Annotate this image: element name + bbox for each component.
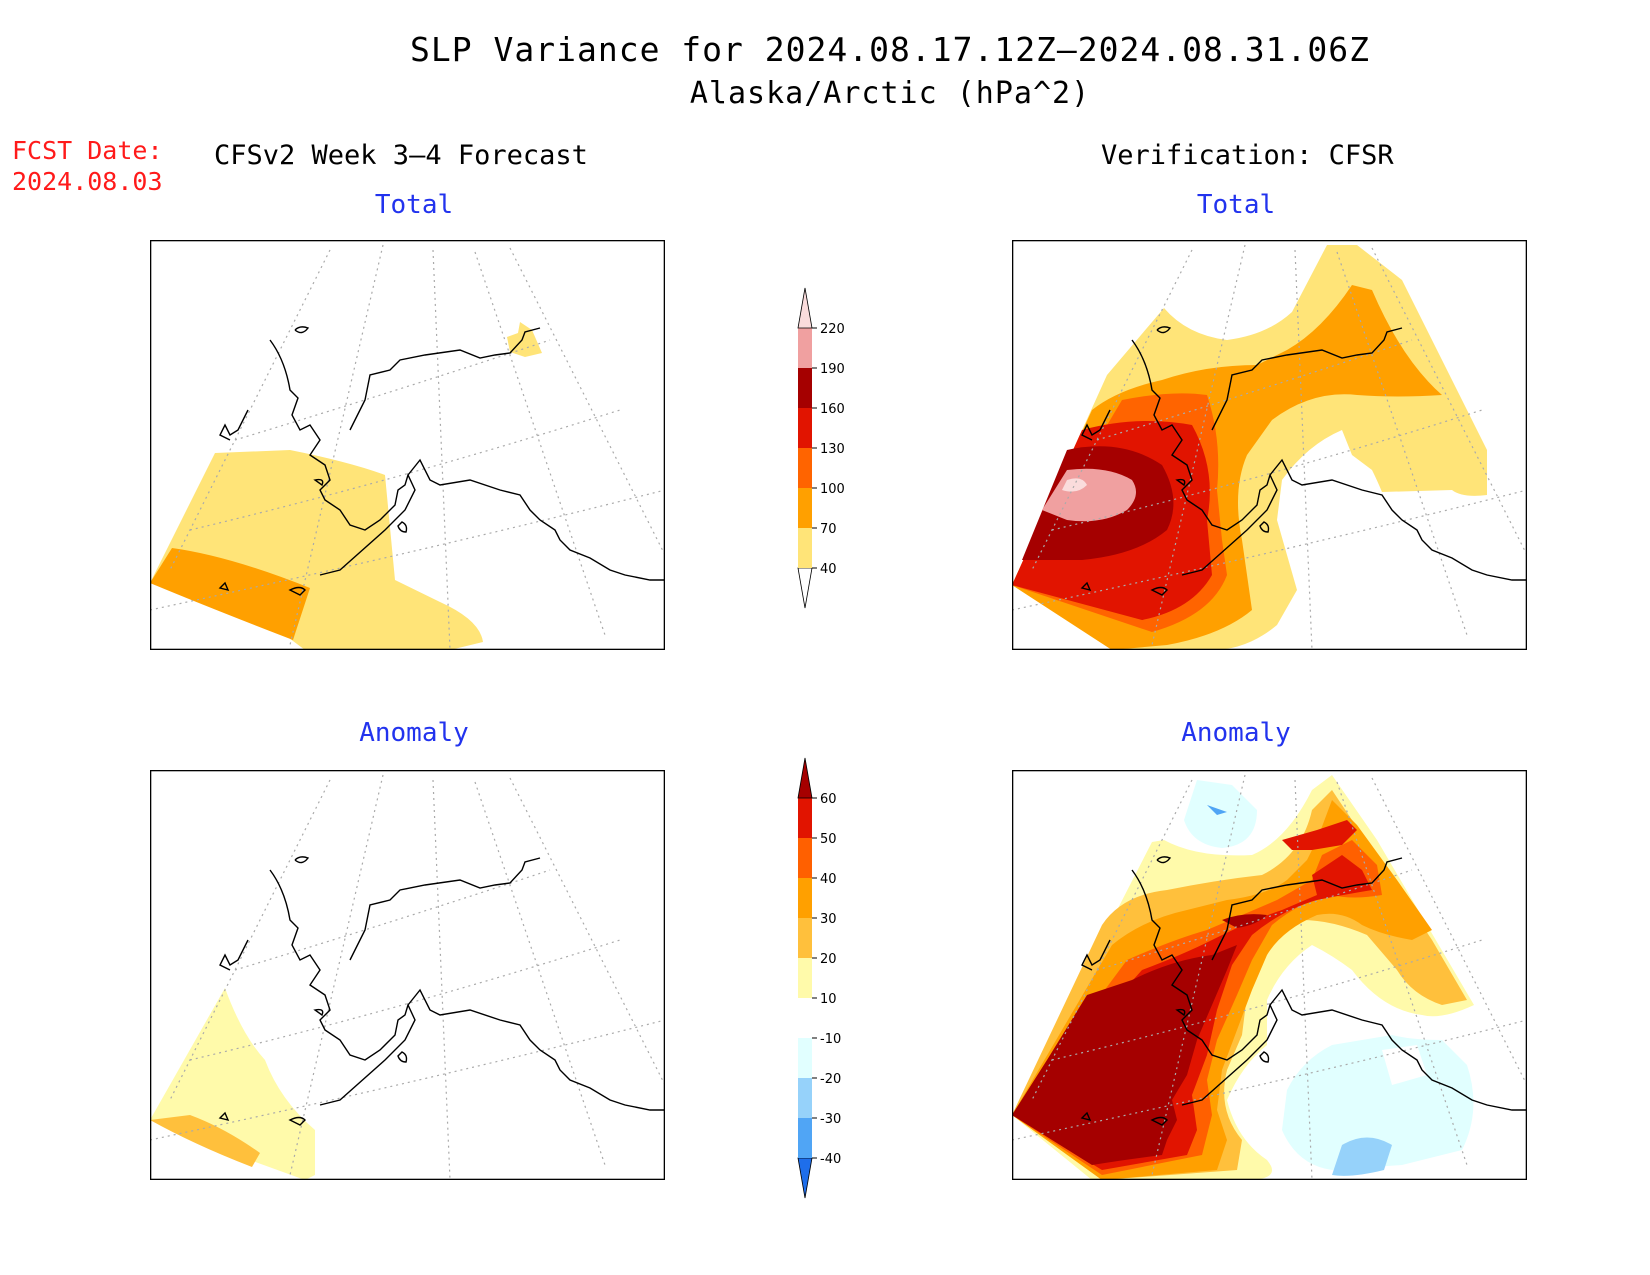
total-colorbar-label: 220: [820, 322, 845, 337]
fcst-total-panel-title: Total: [374, 190, 454, 220]
total-colorbar-segment: [798, 488, 812, 528]
fcst-anomaly-map: [150, 770, 665, 1180]
coastline: [1080, 856, 1527, 1126]
coastline: [1080, 326, 1527, 596]
shaded-contours: [150, 322, 542, 650]
anomaly-colorbar-label: -40: [820, 1152, 841, 1167]
anomaly-colorbar-label: 20: [820, 952, 837, 967]
total-colorbar-segment: [797, 567, 813, 609]
total-colorbar-segment: [798, 328, 812, 368]
anomaly-colorbar-label: 10: [820, 992, 837, 1007]
total-colorbar-label: 40: [820, 562, 837, 577]
map-title: SLP Variance for 2024.08.17.12Z–2024.08.…: [410, 30, 1370, 69]
anomaly-colorbar-segment: [798, 838, 812, 878]
fcst-date-label: FCST Date:: [12, 136, 163, 165]
verif-total-panel-title: Total: [1196, 190, 1276, 220]
anomaly-colorbar-segment: [797, 1157, 813, 1199]
verification-column-title: Verification: CFSR: [1101, 140, 1394, 171]
anomaly-colorbar-segment: [798, 1118, 812, 1158]
total-colorbar: 40 70 100 130 160 190 220: [797, 287, 845, 609]
total-colorbar-segment: [798, 368, 812, 408]
anomaly-colorbar-label: 60: [820, 792, 837, 807]
total-colorbar-label: 160: [820, 402, 845, 417]
anomaly-colorbar-label: -10: [820, 1032, 841, 1047]
total-colorbar-segment: [798, 528, 812, 568]
fcst-date-value: 2024.08.03: [12, 167, 163, 196]
anomaly-colorbar-segment: [798, 1038, 812, 1078]
anomaly-colorbar-label: 40: [820, 872, 837, 887]
total-colorbar-segment: [797, 287, 813, 329]
total-colorbar-segment: [798, 408, 812, 448]
verif-anomaly-panel-title: Anomaly: [1181, 718, 1291, 748]
anomaly-colorbar-segment: [798, 998, 812, 1038]
anomaly-colorbar-segment: [798, 958, 812, 998]
forecast-column-title: CFSv2 Week 3–4 Forecast: [214, 140, 588, 171]
anomaly-colorbar-segment: [798, 918, 812, 958]
total-colorbar-label: 130: [820, 442, 845, 457]
anomaly-colorbar-segment: [798, 1078, 812, 1118]
anomaly-colorbar-segment: [798, 798, 812, 838]
shaded-contours: [150, 988, 315, 1180]
coastline: [218, 856, 665, 1126]
verif-total-map: [1012, 240, 1527, 650]
coastline: [218, 326, 665, 596]
anomaly-colorbar: -40 -30 -20 -10 10 20 30 40 50 60: [797, 757, 841, 1199]
total-colorbar-label: 70: [820, 522, 837, 537]
anomaly-colorbar-label: 50: [820, 832, 837, 847]
fcst-anomaly-panel-title: Anomaly: [359, 718, 469, 748]
verif-anomaly-map: [1012, 770, 1527, 1180]
fcst-total-map: [150, 240, 665, 650]
total-colorbar-segment: [798, 448, 812, 488]
anomaly-colorbar-segment: [798, 878, 812, 918]
shaded-contours: [1012, 775, 1474, 1180]
anomaly-colorbar-label: -20: [820, 1072, 841, 1087]
anomaly-colorbar-segment: [797, 757, 813, 799]
total-colorbar-label: 100: [820, 482, 845, 497]
total-colorbar-label: 190: [820, 362, 845, 377]
anomaly-colorbar-label: 30: [820, 912, 837, 927]
map-subtitle: Alaska/Arctic (hPa^2): [689, 76, 1091, 111]
anomaly-colorbar-label: -30: [820, 1112, 841, 1127]
